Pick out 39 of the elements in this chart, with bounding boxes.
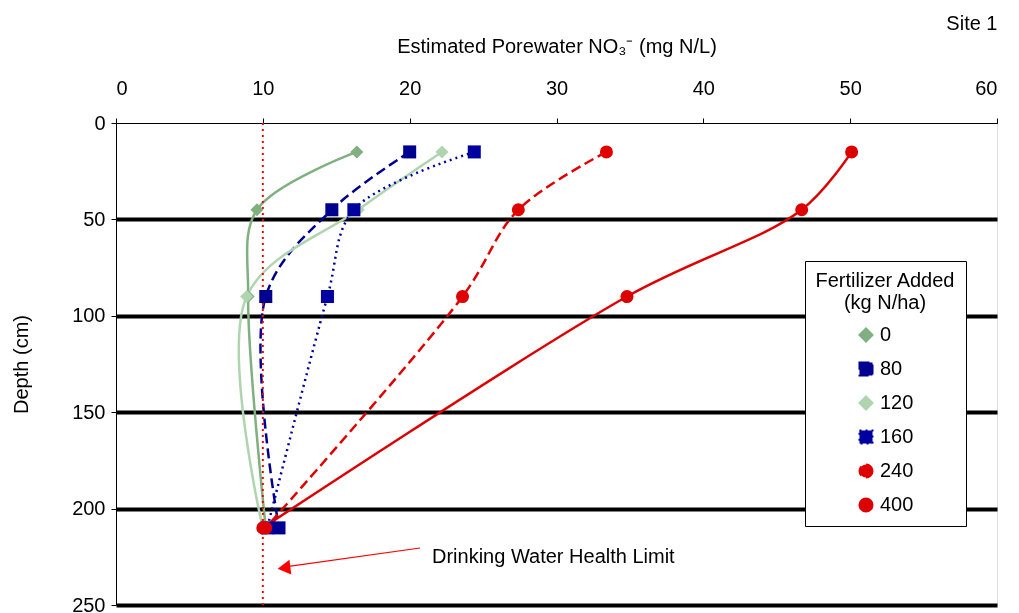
x-tick-label: 60: [975, 76, 998, 99]
x-tick-label: 50: [839, 76, 862, 99]
point: [845, 145, 859, 159]
x-tick-label: 40: [692, 76, 715, 99]
point: [599, 145, 613, 159]
x-tick-label: 20: [399, 76, 422, 99]
point: [456, 290, 470, 304]
x-axis-title: Estimated Porewater NO₃⁻ (mg N/L): [397, 34, 717, 57]
y-tick-label: 150: [72, 400, 106, 423]
legend-label: 80: [880, 357, 903, 379]
x-tick-label: 30: [545, 76, 569, 99]
legend-label: 0: [880, 323, 892, 345]
legend-label: 160: [880, 425, 914, 447]
point: [467, 145, 481, 159]
point: [259, 290, 273, 304]
legend-title: Fertilizer Added (kg N/ha): [815, 269, 955, 313]
y-tick-label: 100: [72, 304, 106, 327]
point: [325, 203, 339, 217]
y-axis-title: Depth (cm): [10, 315, 33, 414]
chart-title: Site 1: [946, 12, 998, 34]
annotation: Drinking Water Health Limit: [432, 545, 676, 567]
y-tick-label: 200: [72, 497, 106, 520]
y-tick-label: 50: [83, 207, 106, 230]
x-tick-label: 10: [252, 76, 275, 99]
legend-label: 120: [880, 391, 914, 413]
point: [403, 145, 417, 159]
point: [347, 203, 361, 217]
legend-label: 400: [880, 493, 914, 515]
point: [620, 290, 634, 304]
point: [250, 203, 264, 217]
legend-label: 240: [880, 459, 914, 481]
y-tick-label: 250: [72, 593, 106, 613]
point: [350, 145, 364, 159]
x-tick-label: 0: [116, 76, 128, 99]
point: [435, 145, 449, 159]
y-tick-label: 0: [94, 111, 106, 134]
point: [320, 290, 334, 304]
point: [795, 203, 809, 217]
point: [511, 203, 525, 217]
